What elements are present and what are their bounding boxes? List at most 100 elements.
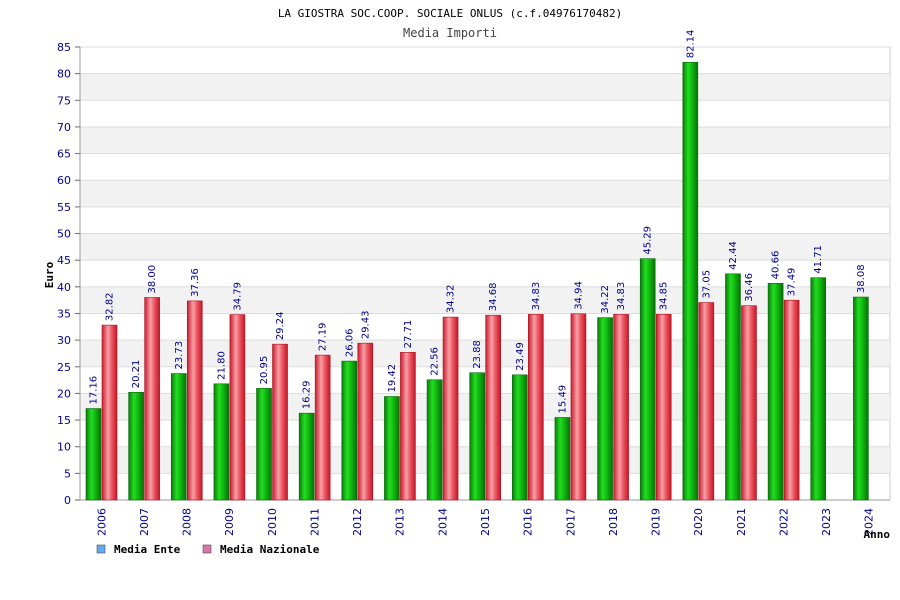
y-tick-label: 80 <box>57 68 71 81</box>
value-label: 34.94 <box>573 281 584 310</box>
x-axis-label: Anno <box>864 528 891 541</box>
value-label: 20.95 <box>259 356 270 385</box>
x-tick-label: 2007 <box>138 508 151 536</box>
bar-media-nazionale-2019 <box>655 313 672 501</box>
y-tick-label: 65 <box>57 148 71 161</box>
legend-label-media-nazionale: Media Nazionale <box>220 543 320 556</box>
value-label: 40.66 <box>771 251 782 280</box>
legend-swatch-media-ente <box>96 544 106 554</box>
bar-media-ente-2022 <box>767 283 784 501</box>
bar-media-ente-2023 <box>810 277 827 501</box>
value-label: 16.29 <box>302 381 313 410</box>
y-tick-label: 85 <box>57 41 71 54</box>
value-label: 27.19 <box>318 322 329 351</box>
y-tick-label: 60 <box>57 174 71 187</box>
bar-media-nazionale-2017 <box>570 313 587 501</box>
bar-media-ente-2020 <box>682 61 699 501</box>
bar-media-ente-2008 <box>170 373 187 501</box>
value-label: 34.83 <box>616 282 627 311</box>
chart-subtitle: Media Importi <box>403 26 497 40</box>
bars <box>85 61 869 501</box>
bar-media-ente-2013 <box>384 396 400 501</box>
y-tick-label: 10 <box>57 441 71 454</box>
x-tick-label: 2023 <box>820 508 833 536</box>
y-tick-label: 20 <box>57 387 71 400</box>
value-label: 45.29 <box>643 226 654 255</box>
y-axis-label: Euro <box>43 261 56 288</box>
y-tick-label: 50 <box>57 228 71 241</box>
x-tick-label: 2018 <box>607 508 620 536</box>
value-labels: 17.16 32.82 20.21 38.00 23.73 37.36 21.80 34.79… <box>89 30 867 414</box>
value-label: 32.82 <box>105 292 116 321</box>
value-label: 34.85 <box>659 282 670 311</box>
bar-media-ente-2006 <box>85 408 102 501</box>
bar-media-ente-2016 <box>512 374 528 501</box>
value-label: 36.46 <box>744 273 755 302</box>
x-tick-label: 2014 <box>436 508 449 536</box>
bar-media-ente-2011 <box>298 412 315 501</box>
bar-media-nazionale-2022 <box>783 299 800 501</box>
x-tick-label: 2016 <box>522 508 535 536</box>
bar-media-ente-2015 <box>469 372 485 501</box>
x-tick-label: 2006 <box>95 508 108 536</box>
x-tick-label: 2015 <box>479 508 492 536</box>
value-label: 22.56 <box>430 347 441 376</box>
value-label: 27.71 <box>403 320 414 349</box>
x-tick-label: 2012 <box>351 508 364 536</box>
bar-media-nazionale-2007 <box>144 297 160 501</box>
bar-media-nazionale-2012 <box>357 342 374 501</box>
x-tick-label: 2011 <box>308 508 321 536</box>
bar-media-nazionale-2009 <box>229 314 246 501</box>
value-label: 23.88 <box>472 340 483 369</box>
y-tick-label: 30 <box>57 334 71 347</box>
y-tick-label: 75 <box>57 94 71 107</box>
y-tick-label: 45 <box>57 254 71 267</box>
bar-media-ente-2019 <box>639 258 656 501</box>
bar-media-nazionale-2008 <box>186 300 203 501</box>
legend: Media Ente Media Nazionale <box>96 543 320 556</box>
x-tick-label: 2009 <box>223 508 236 536</box>
value-label: 21.80 <box>216 351 227 380</box>
grid-band <box>80 180 890 207</box>
grid-band <box>80 73 890 101</box>
bar-media-ente-2014 <box>426 379 443 501</box>
value-label: 29.24 <box>275 312 286 341</box>
x-tick-label: 2021 <box>735 508 748 536</box>
bar-media-nazionale-2006 <box>101 324 118 501</box>
value-label: 29.43 <box>360 311 371 340</box>
bar-media-nazionale-2020 <box>698 302 715 501</box>
y-tick-label: 55 <box>57 201 71 214</box>
value-label: 15.49 <box>557 385 568 414</box>
x-tick-label: 2010 <box>266 508 279 536</box>
value-label: 17.16 <box>89 376 100 405</box>
y-tick-label: 70 <box>57 121 71 134</box>
bar-media-nazionale-2018 <box>613 314 629 501</box>
bar-media-ente-2009 <box>213 383 230 501</box>
value-label: 41.71 <box>813 245 824 274</box>
y-tick-label: 0 <box>64 494 71 507</box>
bar-media-nazionale-2015 <box>485 314 501 501</box>
legend-swatch-media-nazionale <box>202 544 212 554</box>
x-tick-label: 2020 <box>692 508 705 536</box>
value-label: 37.49 <box>787 268 798 297</box>
bar-media-ente-2021 <box>725 273 741 501</box>
value-label: 19.42 <box>387 364 398 393</box>
value-label: 20.21 <box>131 360 142 389</box>
value-label: 23.49 <box>515 342 526 371</box>
x-tick-label: 2017 <box>564 508 577 536</box>
y-tick-label: 40 <box>57 281 71 294</box>
bar-media-nazionale-2016 <box>528 314 544 501</box>
y-tick-label: 5 <box>64 467 71 480</box>
value-label: 34.32 <box>446 284 457 313</box>
bar-media-ente-2012 <box>341 360 358 501</box>
grid-band <box>80 233 890 261</box>
chart-title: LA GIOSTRA SOC.COOP. SOCIALE ONLUS (c.f.… <box>278 7 622 20</box>
y-tick-label: 15 <box>57 414 71 427</box>
value-label: 23.73 <box>174 341 185 370</box>
bar-media-ente-2018 <box>597 317 613 501</box>
bar-media-ente-2024 <box>853 296 869 501</box>
x-tick-label: 2008 <box>181 508 194 536</box>
x-axis-ticks: 2006 2007 2008 2009 2010 2011 2012 2013 2014 2015… <box>95 508 875 536</box>
value-label: 38.08 <box>856 264 867 293</box>
